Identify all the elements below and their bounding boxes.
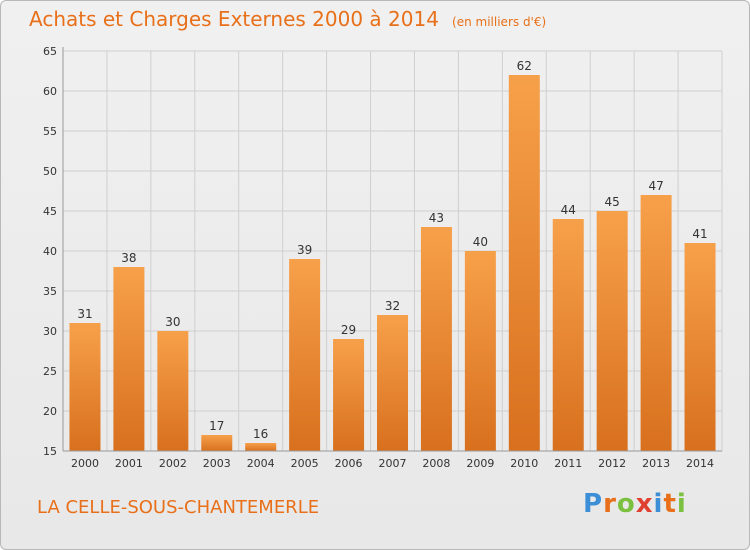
x-tick-label: 2001 <box>115 457 143 470</box>
data-label: 39 <box>297 243 312 257</box>
bar-2004 <box>245 443 277 451</box>
y-tick-label: 20 <box>43 405 57 418</box>
x-tick-label: 2008 <box>422 457 450 470</box>
bar-2006 <box>333 339 365 451</box>
bar-2012 <box>596 211 628 451</box>
logo-letter: P <box>583 489 604 519</box>
chart-subtitle: (en milliers d'€) <box>452 15 547 29</box>
y-tick-label: 25 <box>43 365 57 378</box>
logo-letter: i <box>676 489 687 519</box>
x-tick-label: 2000 <box>71 457 99 470</box>
logo-letter: i <box>653 489 664 519</box>
logo-letter: t <box>663 489 677 519</box>
commune-name: LA CELLE-SOUS-CHANTEMERLE <box>37 497 320 518</box>
y-tick-label: 30 <box>43 325 57 338</box>
bar-2014 <box>684 243 716 451</box>
proxiti-logo: Proxiti <box>583 489 687 519</box>
x-tick-label: 2009 <box>466 457 494 470</box>
x-tick-label: 2012 <box>598 457 626 470</box>
y-tick-label: 60 <box>43 85 57 98</box>
data-label: 40 <box>473 235 488 249</box>
data-label: 32 <box>385 299 400 313</box>
y-tick-label: 50 <box>43 165 57 178</box>
bar-2008 <box>420 227 452 451</box>
x-tick-label: 2005 <box>291 457 319 470</box>
data-label: 17 <box>209 419 224 433</box>
y-tick-label: 55 <box>43 125 57 138</box>
bar-2002 <box>157 331 189 451</box>
x-tick-label: 2003 <box>203 457 231 470</box>
x-tick-label: 2013 <box>642 457 670 470</box>
data-label: 41 <box>692 227 707 241</box>
y-tick-label: 40 <box>43 245 57 258</box>
data-label: 62 <box>517 59 532 73</box>
data-label: 16 <box>253 427 268 441</box>
logo-letter: o <box>616 489 636 519</box>
bar-2000 <box>69 323 101 451</box>
data-label: 44 <box>561 203 576 217</box>
bar-2001 <box>113 267 145 451</box>
y-tick-label: 15 <box>43 445 57 458</box>
x-tick-label: 2014 <box>686 457 714 470</box>
data-label: 29 <box>341 323 356 337</box>
bar-2009 <box>464 251 496 451</box>
title-line: Achats et Charges Externes 2000 à 2014 (… <box>29 7 546 31</box>
data-label: 43 <box>429 211 444 225</box>
bar-2003 <box>201 435 233 451</box>
x-tick-label: 2011 <box>554 457 582 470</box>
bar-2007 <box>377 315 408 451</box>
x-tick-label: 2002 <box>159 457 187 470</box>
data-label: 45 <box>605 195 620 209</box>
data-label: 31 <box>77 307 92 321</box>
bar-2013 <box>640 195 672 451</box>
data-label: 30 <box>165 315 180 329</box>
bar-2005 <box>289 259 321 451</box>
x-tick-label: 2007 <box>379 457 407 470</box>
bar-2010 <box>508 75 540 451</box>
logo-letter: x <box>635 489 654 519</box>
bar-2011 <box>552 219 584 451</box>
x-tick-label: 2006 <box>335 457 363 470</box>
logo-letter: r <box>603 489 617 519</box>
x-tick-label: 2010 <box>510 457 538 470</box>
y-tick-label: 35 <box>43 285 57 298</box>
y-tick-label: 45 <box>43 205 57 218</box>
chart-title: Achats et Charges Externes 2000 à 2014 <box>29 7 439 31</box>
y-tick-label: 65 <box>43 45 57 58</box>
data-label: 47 <box>648 179 663 193</box>
x-tick-label: 2004 <box>247 457 275 470</box>
data-label: 38 <box>121 251 136 265</box>
